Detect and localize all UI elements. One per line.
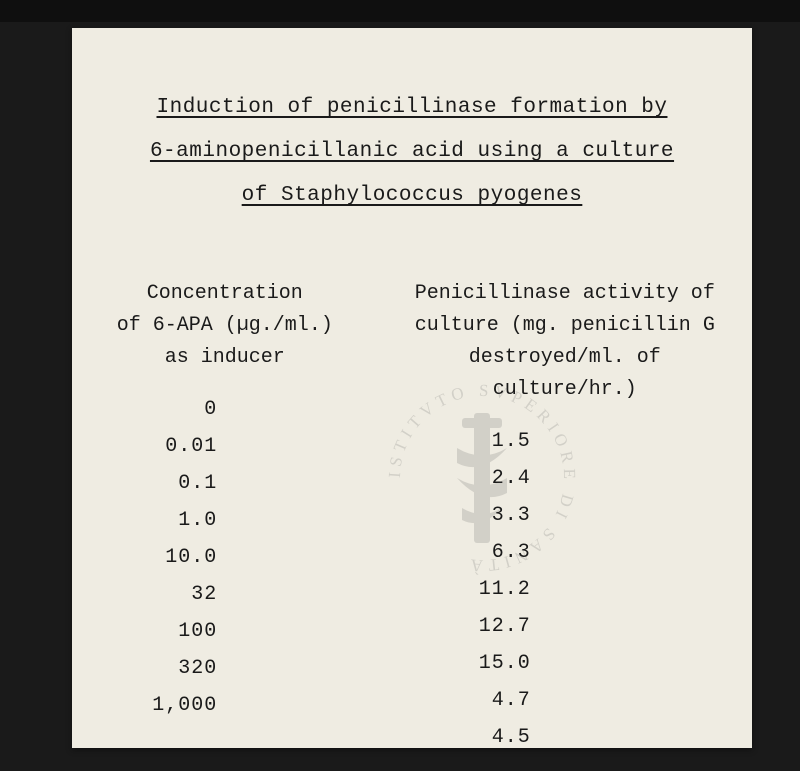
column-activity: Penicillinase activity of culture (mg. p… (408, 278, 722, 749)
top-dark-strip (0, 0, 800, 22)
data-table: Concentration of 6-APA (µg./ml.) as indu… (102, 278, 722, 749)
title-line-2: 6-aminopenicillanic acid using a culture (150, 130, 674, 174)
table-cell: 0 (204, 398, 217, 421)
document-photo: Induction of penicillinase formation by … (72, 28, 752, 748)
table-cell: 1,000 (152, 694, 217, 717)
table-cell: 100 (178, 620, 217, 643)
col2-h1: Penicillinase activity of (415, 282, 715, 305)
table-cell: 4.7 (492, 689, 531, 712)
col1-h2: of 6-APA (µg./ml.) (117, 314, 333, 337)
table-cell: 0.1 (178, 472, 217, 495)
title-block: Induction of penicillinase formation by … (102, 86, 722, 218)
table-cell: 6.3 (492, 541, 531, 564)
col1-h3: as inducer (165, 346, 285, 369)
frame: Induction of penicillinase formation by … (0, 0, 800, 771)
table-cell: 10.0 (165, 546, 217, 569)
concentration-values: 0 0.01 0.1 1.0 10.0 32 100 320 1,000 (152, 398, 297, 717)
table-cell: 2.4 (492, 467, 531, 490)
activity-values: 1.5 2.4 3.3 6.3 11.2 12.7 15.0 4.7 4.5 (479, 430, 651, 749)
table-cell: 1.5 (492, 430, 531, 453)
table-cell: 3.3 (492, 504, 531, 527)
table-cell: 320 (178, 657, 217, 680)
col1-h1: Concentration (147, 282, 303, 305)
column-header-activity: Penicillinase activity of culture (mg. p… (408, 278, 722, 406)
table-cell: 12.7 (479, 615, 531, 638)
table-cell: 0.01 (165, 435, 217, 458)
title-line-3: of Staphylococcus pyogenes (242, 174, 583, 218)
col2-h3: destroyed/ml. of culture/hr.) (469, 346, 661, 401)
table-cell: 32 (191, 583, 217, 606)
column-header-concentration: Concentration of 6-APA (µg./ml.) as indu… (117, 278, 333, 374)
table-cell: 4.5 (492, 726, 531, 749)
table-cell: 1.0 (178, 509, 217, 532)
table-cell: 11.2 (479, 578, 531, 601)
title-line-1: Induction of penicillinase formation by (157, 86, 668, 130)
col2-h2: culture (mg. penicillin G (415, 314, 715, 337)
table-cell: 15.0 (479, 652, 531, 675)
column-concentration: Concentration of 6-APA (µg./ml.) as indu… (102, 278, 348, 749)
